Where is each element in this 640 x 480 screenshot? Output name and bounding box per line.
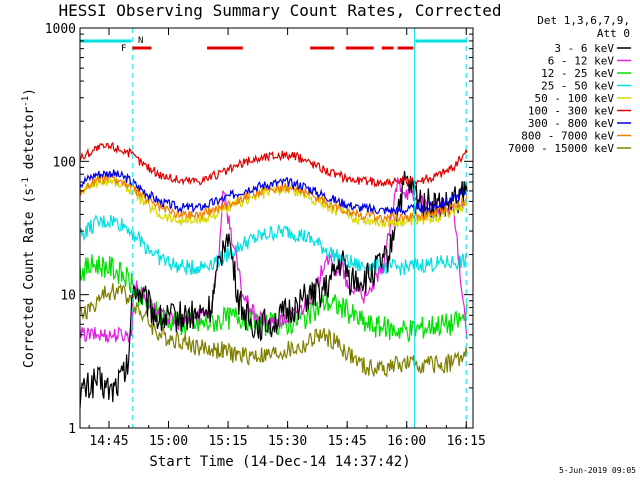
legend-header-line2: Att 0 xyxy=(597,27,630,40)
y-axis-label-sup2: -1 xyxy=(21,96,31,107)
x-tick-label: 16:00 xyxy=(387,434,426,449)
series-line-100-300kev xyxy=(79,141,468,189)
plot-frame xyxy=(79,27,474,429)
series-line-7000-15000kev xyxy=(79,283,468,379)
x-tick-label: 15:15 xyxy=(208,434,247,449)
legend-label: 3 - 6 keV xyxy=(554,42,614,55)
legend-label: 6 - 12 keV xyxy=(548,55,615,68)
plot-area: FN xyxy=(79,28,468,428)
y-tick-label: 10 xyxy=(60,289,76,304)
y-tick-label: 1000 xyxy=(45,22,76,37)
x-axis-label: Start Time (14-Dec-14 14:37:42) xyxy=(149,454,410,470)
x-tick-label: 15:00 xyxy=(149,434,188,449)
legend-label: 25 - 50 keV xyxy=(541,80,614,93)
y-tick-label: 100 xyxy=(53,155,76,170)
footer-date: 5-Jun-2019 09:05 xyxy=(559,466,636,475)
x-tick-label: 16:15 xyxy=(447,434,486,449)
series-line-25-50kev xyxy=(79,214,468,277)
y-axis-label: Corrected Count Rate (s-1 detector-1) xyxy=(21,88,37,368)
night-flag-label: N xyxy=(138,36,143,46)
x-tick-label: 15:45 xyxy=(328,434,367,449)
y-axis-label-end: ) xyxy=(22,88,37,96)
y-tick-label: 1 xyxy=(68,422,76,437)
series-line-800-7000kev xyxy=(79,172,468,224)
legend-label: 7000 - 15000 keV xyxy=(508,142,614,155)
y-axis-label-sup1: -1 xyxy=(21,177,31,188)
x-axis: 14:45 15:00 15:15 15:30 15:45 16:00 16:15 xyxy=(88,28,486,449)
x-tick-label: 15:30 xyxy=(268,434,307,449)
legend-label: 12 - 25 keV xyxy=(541,67,614,80)
y-axis-label-mid: detector xyxy=(22,107,37,178)
series-line-300-800kev xyxy=(79,169,468,216)
flare-flag-label: F xyxy=(121,44,126,54)
legend-label: 100 - 300 keV xyxy=(528,105,614,118)
legend-label: 50 - 100 keV xyxy=(535,92,615,105)
legend-label: 800 - 7000 keV xyxy=(521,130,614,143)
legend-label: 300 - 800 keV xyxy=(528,117,614,130)
y-axis-label-main: Corrected Count Rate (s xyxy=(22,188,37,368)
x-tick-label: 14:45 xyxy=(89,434,128,449)
legend-header-line1: Det 1,3,6,7,9, xyxy=(537,14,630,27)
chart-title: HESSI Observing Summary Count Rates, Cor… xyxy=(58,1,501,20)
y-axis: 1 10 100 1000 xyxy=(45,22,473,437)
